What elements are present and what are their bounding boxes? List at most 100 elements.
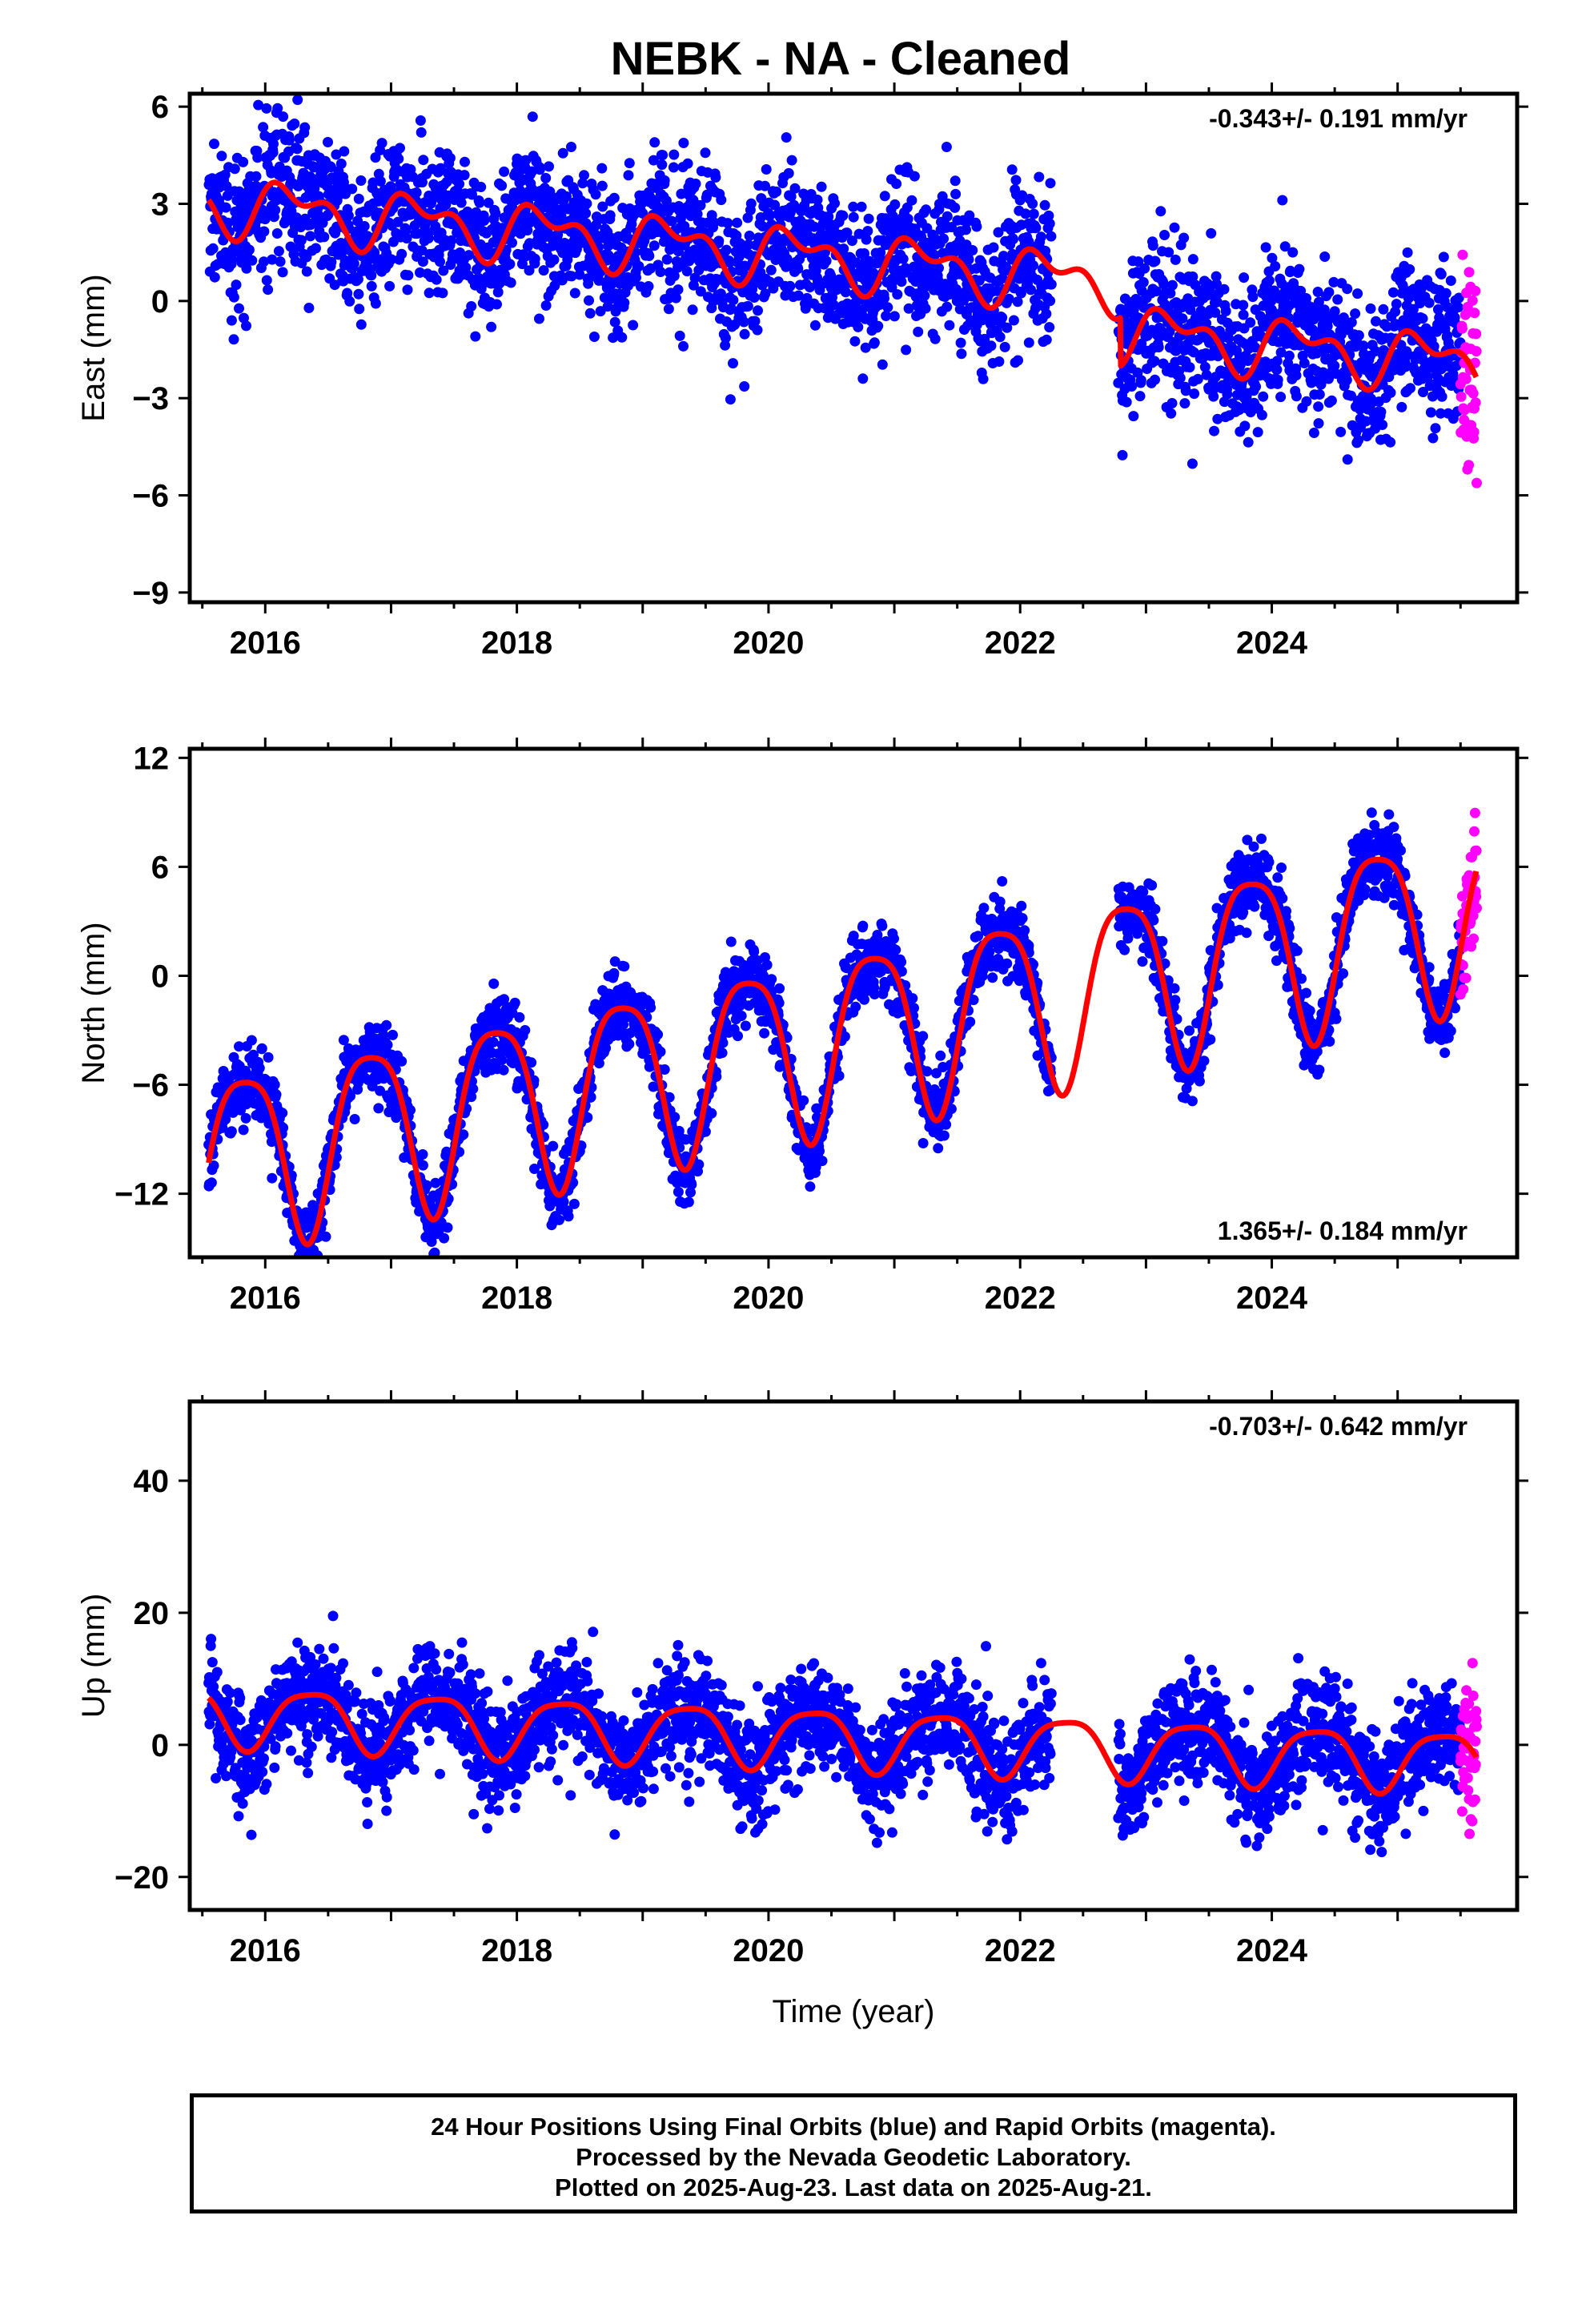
data-point [713, 235, 725, 247]
data-point [231, 279, 242, 291]
data-point [566, 271, 577, 282]
data-point [1219, 283, 1230, 295]
data-point [278, 111, 289, 123]
data-point [684, 255, 695, 267]
data-point [994, 356, 1005, 367]
data-point [438, 265, 449, 276]
data-point [271, 228, 283, 239]
data-point [661, 254, 673, 265]
data-point [548, 254, 560, 265]
data-point [591, 219, 601, 231]
data-point [209, 139, 219, 150]
data-point [509, 997, 520, 1008]
data-point [241, 263, 252, 274]
data-point [1377, 420, 1388, 430]
data-point [731, 230, 742, 241]
data-point [829, 198, 840, 209]
data-point [417, 1160, 428, 1171]
data-point [474, 197, 485, 208]
data-point [267, 1172, 278, 1184]
data-point [395, 143, 405, 154]
data-point [261, 275, 272, 286]
data-point [1147, 240, 1158, 251]
data-point [353, 193, 364, 204]
data-point [1166, 408, 1177, 419]
data-point [736, 1011, 747, 1021]
data-point [305, 231, 316, 242]
data-point [1044, 322, 1055, 333]
data-point [687, 304, 698, 316]
data-point [431, 274, 442, 285]
data-point [277, 267, 288, 278]
data-point [862, 226, 873, 236]
data-point [717, 1047, 728, 1059]
data-point [695, 199, 706, 211]
data-point [1150, 255, 1161, 267]
data-point [757, 221, 768, 231]
data-point [1134, 391, 1146, 402]
data-point [956, 348, 967, 360]
data-point [674, 330, 685, 341]
data-point [223, 217, 234, 228]
data-point [492, 299, 502, 310]
data-point [387, 1029, 398, 1040]
data-point [417, 256, 428, 267]
data-point [994, 332, 1006, 343]
data-point [228, 334, 239, 345]
data-point [1045, 178, 1056, 189]
data-point [355, 319, 367, 330]
data-point [1308, 428, 1319, 438]
data-point [568, 1198, 580, 1209]
data-point [1352, 288, 1363, 300]
data-point [424, 287, 435, 299]
data-point [366, 270, 377, 281]
data-point [633, 260, 644, 271]
data-point [323, 209, 334, 220]
data-point [596, 180, 608, 191]
data-point [490, 207, 501, 219]
data-point [400, 224, 412, 235]
data-point [1291, 370, 1302, 381]
data-point [857, 373, 869, 384]
data-point [1332, 294, 1343, 305]
data-point [759, 1027, 770, 1039]
data-point [386, 254, 397, 265]
data-point [761, 959, 773, 971]
data-point [1438, 251, 1449, 263]
data-point [624, 158, 635, 169]
data-point [1342, 454, 1353, 465]
data-point [263, 284, 274, 296]
data-point [1427, 432, 1439, 444]
data-point [1256, 409, 1267, 420]
data-point [355, 175, 367, 186]
data-point [456, 197, 467, 208]
data-point [579, 170, 589, 181]
data-point [1189, 388, 1200, 400]
data-point [661, 195, 672, 207]
data-point [728, 295, 739, 306]
data-point [648, 240, 660, 251]
data-point [299, 122, 311, 133]
data-point [566, 142, 576, 152]
data-point [913, 326, 924, 337]
data-point [1396, 401, 1407, 412]
data-point [1471, 346, 1482, 357]
data-point [1166, 398, 1178, 408]
data-point [1046, 231, 1057, 242]
data-point [716, 195, 727, 206]
data-point [938, 233, 949, 244]
data-point [793, 263, 804, 275]
data-point [619, 297, 630, 308]
data-point [849, 336, 861, 347]
data-point [417, 1149, 428, 1160]
data-point [761, 164, 772, 175]
data-point [766, 974, 777, 985]
data-point [950, 202, 961, 213]
data-point [1464, 460, 1475, 471]
data-point [486, 321, 497, 332]
data-point [1423, 297, 1435, 308]
data-point [1155, 206, 1166, 217]
data-point [1150, 374, 1160, 385]
data-point [415, 267, 425, 278]
